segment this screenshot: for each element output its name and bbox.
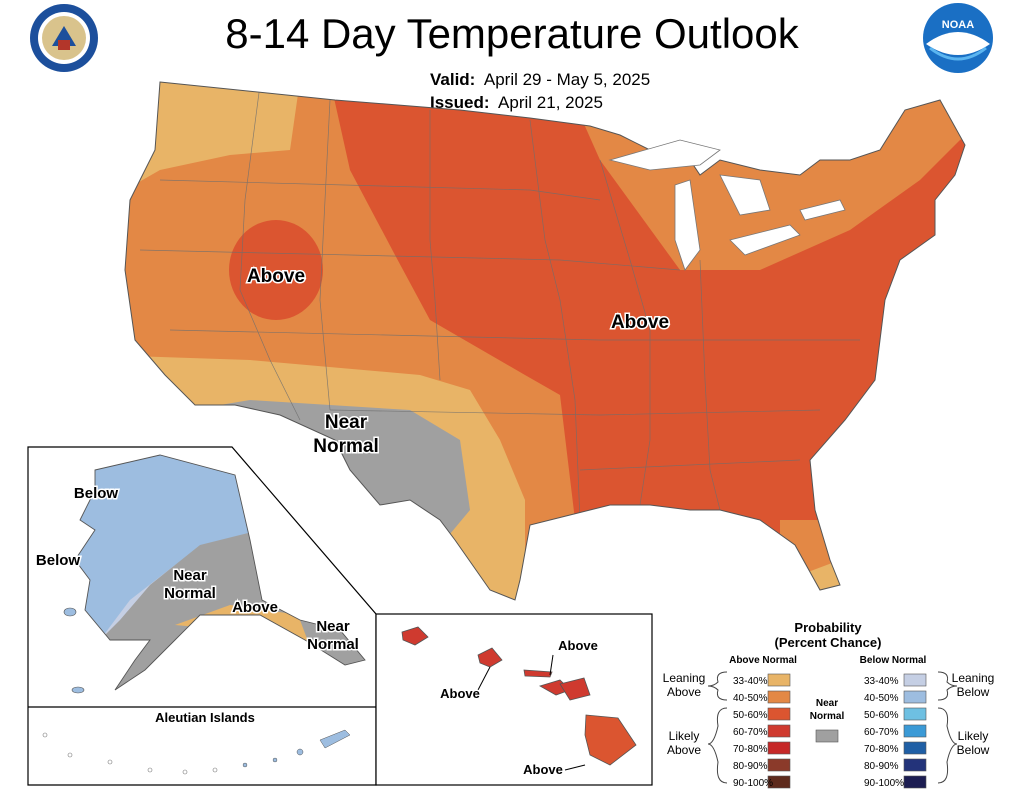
noaa-logo: NOAA (923, 3, 993, 73)
legend-below-header: Below Normal (860, 655, 927, 666)
legend-near-2: Normal (810, 711, 845, 722)
above-swatch-0 (767, 673, 791, 687)
ak-label-below-1: Below (74, 485, 119, 502)
aleutian-islands-shapes (242, 729, 351, 768)
above-swatch-4 (767, 741, 791, 755)
legend-leaning-below-1: Leaning (952, 671, 995, 685)
ak-label-near-1b: Normal (164, 585, 216, 602)
above-swatch-1 (767, 690, 791, 704)
valid-value: April 29 - May 5, 2025 (483, 70, 651, 89)
conus-outline (124, 81, 966, 601)
legend-near-1: Near (816, 698, 838, 709)
below-swatch-label-2: 50-60% (864, 710, 899, 721)
issued-value: April 21, 2025 (498, 93, 603, 112)
hi-label-above-2: Above (440, 686, 480, 701)
issued-label: Issued: (430, 93, 490, 112)
above-swatch-label-1: 40-50% (733, 693, 768, 704)
below-swatch-group: 33-40% 40-50% 50-60% 60-70% 70-80% 80-90% 90-1… (864, 673, 927, 789)
above-swatch-5 (767, 758, 791, 772)
below-swatch-label-6: 90-100% (864, 778, 904, 789)
issued-line: Issued: April 21, 2025 (430, 93, 603, 113)
above-swatch-label-5: 80-90% (733, 761, 768, 772)
alaska-outline (74, 454, 366, 691)
noaa-text: NOAA (942, 19, 974, 31)
hi-label-above-1: Above (558, 638, 598, 653)
legend-likely-above-2: Above (667, 743, 701, 757)
valid-line: Valid: April 29 - May 5, 2025 (430, 70, 650, 90)
above-swatch-2 (767, 707, 791, 721)
legend-leaning-above-1: Leaning (663, 671, 706, 685)
valid-label: Valid: (430, 70, 476, 89)
ak-label-near-2b: Normal (307, 636, 359, 653)
aleutian-islands-title: Aleutian Islands (155, 710, 255, 725)
above-swatch-3 (767, 724, 791, 738)
below-swatch-6 (903, 775, 927, 789)
legend-title-2: (Percent Chance) (775, 635, 882, 650)
below-swatch-label-5: 80-90% (864, 761, 899, 772)
above-swatch-6 (767, 775, 791, 789)
below-swatch-label-4: 70-80% (864, 744, 899, 755)
label-near-normal-line1: Near (325, 412, 368, 433)
near-normal-swatch (815, 729, 839, 743)
above-swatch-label-6: 90-100% (733, 778, 773, 789)
below-swatch-1 (903, 690, 927, 704)
label-near-normal-line2: Normal (313, 436, 378, 457)
legend-leaning-above-2: Above (667, 685, 701, 699)
above-swatch-label-0: 33-40% (733, 676, 768, 687)
hi-label-above-3: Above (523, 762, 563, 777)
below-swatch-label-0: 33-40% (864, 676, 899, 687)
label-above-west: Above (247, 266, 305, 287)
below-swatch-label-1: 40-50% (864, 693, 899, 704)
above-swatch-label-4: 70-80% (733, 744, 768, 755)
legend-title-1: Probability (794, 620, 862, 635)
legend-likely-above-1: Likely (669, 729, 700, 743)
below-swatch-5 (903, 758, 927, 772)
legend: Probability (Percent Chance) Above Norma… (663, 620, 995, 789)
above-swatch-label-3: 60-70% (733, 727, 768, 738)
ak-label-below-2: Below (36, 552, 81, 569)
legend-likely-below-2: Below (957, 743, 990, 757)
above-swatch-label-2: 50-60% (733, 710, 768, 721)
below-swatch-3 (903, 724, 927, 738)
hawaii-islands (401, 626, 637, 766)
ak-label-near-2a: Near (316, 618, 350, 635)
great-lakes (608, 139, 846, 271)
below-swatch-label-3: 60-70% (864, 727, 899, 738)
below-swatch-4 (903, 741, 927, 755)
legend-leaning-below-2: Below (957, 685, 990, 699)
above-swatch-group: 33-40% 40-50% 50-60% 60-70% 70-80% 80-90% 90-1… (733, 673, 791, 789)
below-swatch-0 (903, 673, 927, 687)
legend-above-header: Above Normal (729, 655, 797, 666)
map-title: 8-14 Day Temperature Outlook (225, 10, 799, 57)
below-swatch-2 (903, 707, 927, 721)
ak-label-near-1a: Near (173, 567, 207, 584)
ak-label-above: Above (232, 599, 278, 616)
commerce-seal-logo (30, 4, 98, 72)
legend-likely-below-1: Likely (958, 729, 989, 743)
label-above-east: Above (611, 312, 669, 333)
